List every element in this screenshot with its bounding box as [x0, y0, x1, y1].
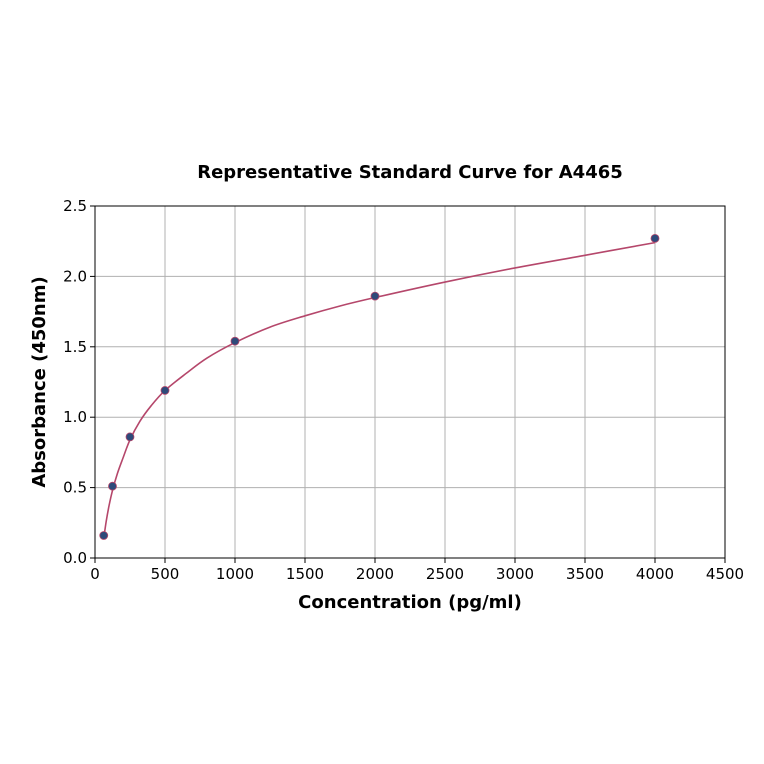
grid-layer: [94, 205, 726, 559]
fit-curve-line: [102, 241, 656, 539]
x-tick-label: 0: [90, 565, 100, 583]
x-tick-label: 2500: [426, 565, 464, 583]
data-point: [108, 481, 117, 491]
y-axis-label: Absorbance (450nm): [29, 276, 50, 487]
data-point: [99, 531, 109, 540]
data-points-layer: [99, 233, 660, 540]
x-axis-ticks: 0 500 1000 1500 2000 2500 3000 3500 4000 4500: [90, 558, 744, 583]
data-point: [125, 432, 135, 442]
y-tick-label: 0.0: [63, 549, 87, 567]
x-tick-label: 2000: [356, 565, 394, 583]
x-tick-label: 4000: [636, 565, 674, 583]
data-point: [650, 233, 660, 243]
x-tick-label: 3000: [496, 565, 534, 583]
x-axis-label: Concentration (pg/ml): [298, 592, 522, 613]
x-tick-label: 1500: [286, 565, 324, 583]
x-tick-label: 3500: [566, 565, 604, 583]
x-tick-label: 500: [151, 565, 180, 583]
y-tick-label: 2.5: [63, 197, 87, 215]
y-tick-label: 1.5: [63, 338, 87, 356]
data-point: [370, 291, 380, 301]
plot-frame: [94, 205, 726, 559]
y-tick-label: 2.0: [63, 267, 87, 285]
y-tick-label: 0.5: [63, 479, 87, 497]
data-point: [230, 336, 240, 346]
x-tick-label: 4500: [706, 565, 744, 583]
x-tick-label: 1000: [216, 565, 254, 583]
y-tick-label: 1.0: [63, 408, 87, 426]
fit-curve-layer: [102, 241, 656, 539]
data-point: [160, 386, 170, 395]
y-axis-ticks: 0.0 0.5 1.0 1.5 2.0 2.5: [63, 197, 95, 567]
chart-title: Representative Standard Curve for A4465: [197, 162, 623, 183]
